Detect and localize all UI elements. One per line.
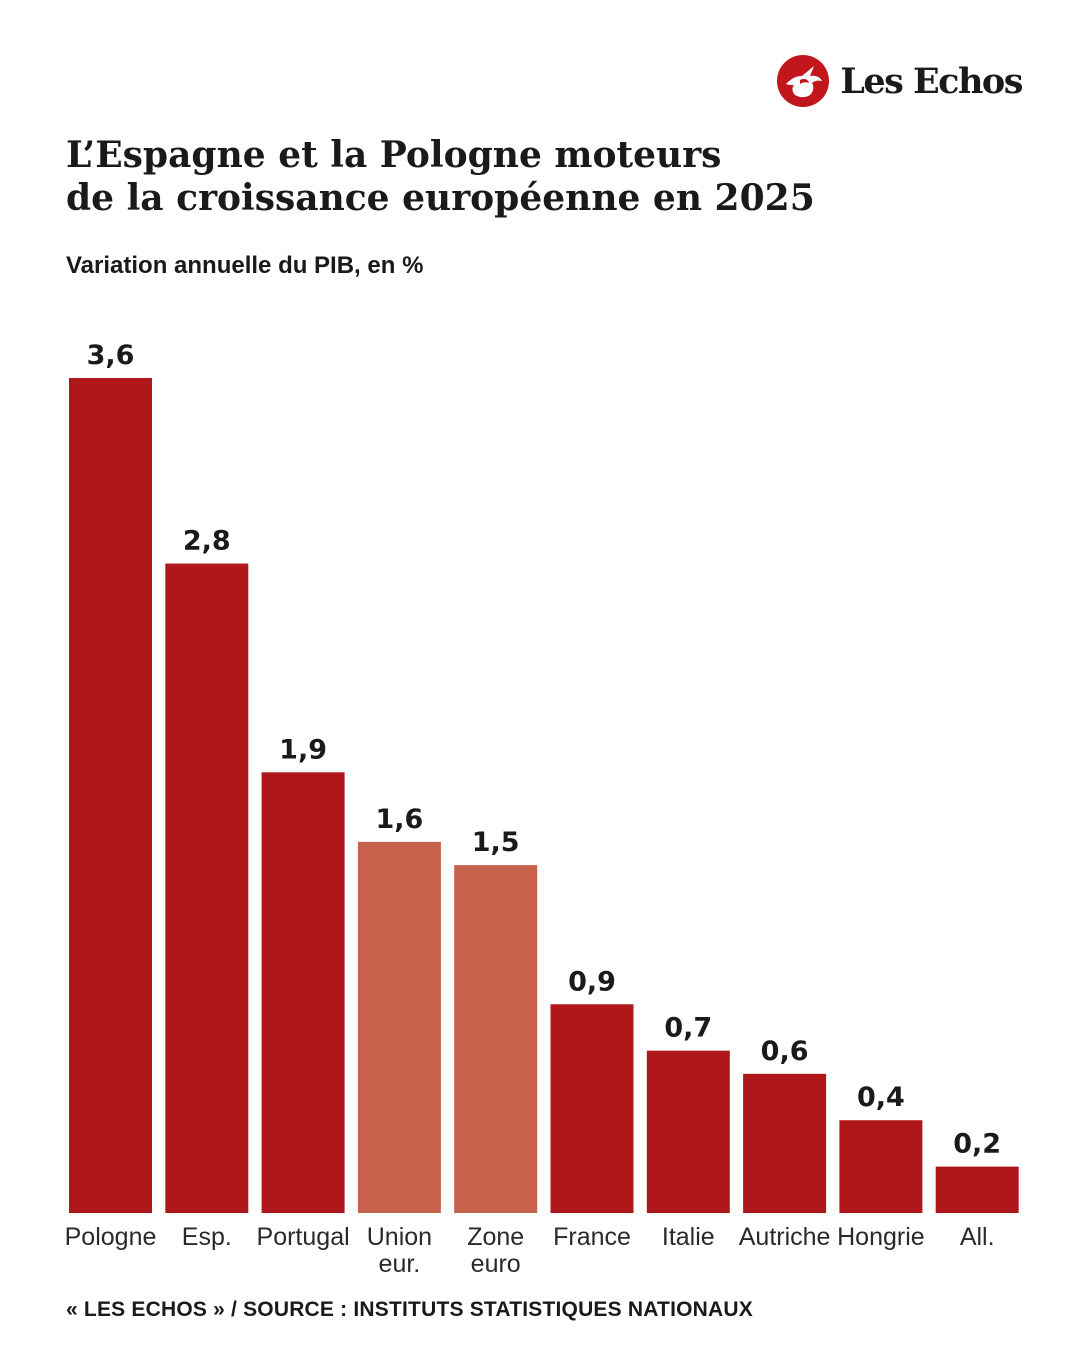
bar-value-label: 0,7 (664, 1013, 712, 1044)
category-label: Zone (467, 1223, 524, 1251)
category-label: Portugal (257, 1223, 350, 1251)
category-label: Esp. (182, 1223, 232, 1251)
category-label: Italie (662, 1223, 715, 1251)
bar (454, 865, 538, 1213)
bar (261, 772, 345, 1213)
chart-subtitle: Variation annuelle du PIB, en % (66, 252, 424, 279)
category-label: All. (960, 1223, 995, 1251)
category-label: eur. (379, 1250, 421, 1278)
bar (550, 1004, 634, 1213)
bar-value-label: 1,9 (279, 734, 327, 765)
brand-logo: Les Echos (776, 54, 1023, 108)
category-label: Union (367, 1223, 432, 1251)
bar-value-label: 2,8 (183, 526, 231, 557)
bar (646, 1050, 730, 1213)
les-echos-mercury-head-icon (777, 55, 830, 107)
category-label: Pologne (65, 1223, 157, 1251)
bar-value-label: 3,6 (87, 340, 135, 371)
bar (935, 1166, 1019, 1213)
bar (743, 1073, 827, 1213)
chart-title: L’Espagne et la Pologne moteurs de la cr… (66, 134, 966, 220)
category-label: Hongrie (837, 1223, 925, 1251)
bar-value-label: 0,9 (568, 966, 616, 997)
bar-value-label: 0,4 (857, 1082, 905, 1113)
chart-title-line: de la croissance européenne en 2025 (66, 177, 815, 219)
category-label: France (553, 1223, 631, 1251)
bar-value-label: 0,2 (953, 1129, 1001, 1160)
category-label: Autriche (739, 1223, 831, 1251)
bar-value-label: 1,5 (472, 827, 520, 858)
bar (357, 841, 441, 1213)
bar (839, 1120, 923, 1213)
bar (69, 378, 152, 1213)
source-note: « LES ECHOS » / SOURCE : INSTITUTS STATI… (66, 1298, 753, 1321)
bar-value-label: 0,6 (761, 1036, 809, 1067)
bar (165, 563, 249, 1213)
chart-title-line: L’Espagne et la Pologne moteurs (66, 134, 722, 176)
brand-name: Les Echos (840, 60, 1023, 102)
category-label: euro (471, 1250, 521, 1278)
bar-value-label: 1,6 (375, 804, 423, 835)
